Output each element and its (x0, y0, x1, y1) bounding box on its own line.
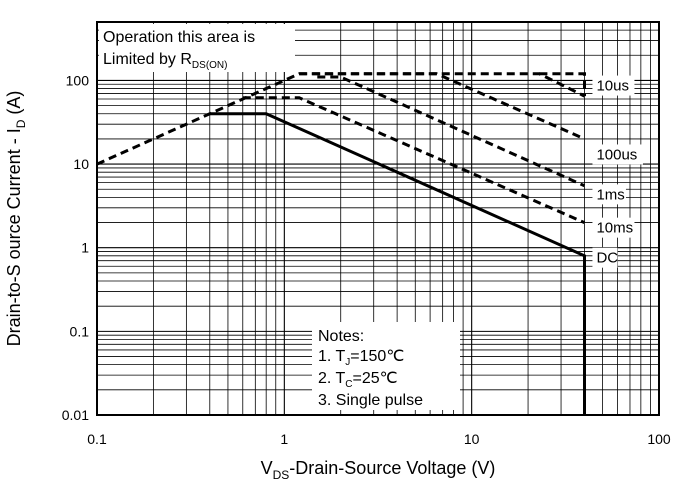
pulse-label-bg (592, 184, 626, 205)
x-tick-label: 10 (464, 431, 480, 447)
pulse-labels: 10us 100us 1ms 10ms DC (592, 75, 643, 268)
y-tick-label: 0.1 (70, 323, 90, 339)
series-vmax-line (539, 72, 586, 97)
series-dc-line (209, 112, 586, 415)
x-tick-label: 100 (647, 431, 671, 447)
series-10us-line (96, 72, 586, 166)
limit-annotation-line2: Limited by RDS(ON) (103, 51, 227, 71)
pulse-label-bg (592, 75, 635, 96)
x-axis-label: VDS-Drain-Source Voltage (V) (261, 458, 496, 482)
y-tick-label: 100 (66, 72, 90, 88)
plot-frame (96, 21, 660, 416)
y-tick-label: 1 (81, 240, 89, 256)
series-100us-line (299, 72, 586, 141)
pulse-label-bg (592, 247, 618, 268)
series-10ms-line (242, 96, 586, 224)
x-tick-label: 1 (280, 431, 288, 447)
pulse-label-dc: DC (596, 250, 618, 267)
notes-item-3: 3. Single pulse (318, 392, 423, 409)
x-tick-label: 0.1 (87, 431, 107, 447)
pulse-label-1ms: 1ms (596, 186, 624, 203)
pulse-label-100us: 100us (596, 146, 637, 163)
pulse-label-bg (592, 144, 643, 165)
y-tick-label: 0.01 (62, 407, 89, 423)
y-tick-label: 10 (73, 156, 89, 172)
pulse-label-bg (592, 217, 635, 238)
series-lines (96, 72, 586, 415)
limit-annotation-line1: Operation this area is (103, 29, 255, 46)
pulse-label-10ms: 10ms (596, 220, 633, 237)
notes-title: Notes: (318, 328, 364, 345)
limit-annotation-box (99, 24, 295, 72)
y-axis-label: Drain-to-S ource Current - ID (A) (4, 91, 28, 347)
notes-box (312, 322, 460, 410)
series-1ms-line (317, 75, 586, 188)
pulse-label-10us: 10us (596, 78, 629, 95)
tick-labels: 0.1 1 10 100 0.01 0.1 1 10 100 (62, 72, 671, 447)
notes-item-2: 2. TC=25℃ (318, 370, 398, 390)
notes-item-1: 1. TJ=150℃ (318, 348, 404, 368)
